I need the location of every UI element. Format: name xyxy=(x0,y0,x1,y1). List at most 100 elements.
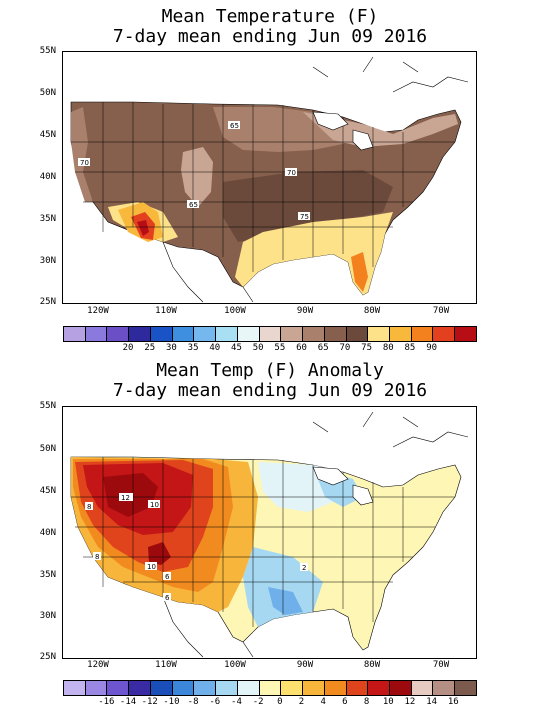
contour-labels: 12 10 8 8 10 6 6 2 xyxy=(85,493,308,602)
cool-zone-pacific xyxy=(71,107,93,202)
colorbar-label: 85 xyxy=(404,343,416,353)
colorbar-swatch xyxy=(194,681,217,695)
panel2-subtitle: 7-day mean ending Jun 09 2016 xyxy=(112,380,428,401)
colorbar-label: 80 xyxy=(382,343,394,353)
colorbar-label: -14 xyxy=(119,697,137,707)
panel2-lat-label: 55N xyxy=(39,401,56,411)
panel1-lat-label: 30N xyxy=(39,256,56,266)
colorbar-label: 60 xyxy=(296,343,307,353)
contour-label: 65 xyxy=(230,122,239,130)
colorbar-swatch xyxy=(259,681,282,695)
colorbar-swatch xyxy=(455,681,476,695)
panel1-lon-label: 80W xyxy=(363,306,381,316)
great-lakes xyxy=(312,466,374,506)
contour-label: 12 xyxy=(121,494,130,502)
colorbar-swatch xyxy=(64,681,86,695)
darkred-zone-desert xyxy=(137,220,149,236)
panel1-lon-label: 100W xyxy=(224,306,246,316)
contour-label: 6 xyxy=(165,573,170,581)
temperature-colorbar xyxy=(63,326,477,342)
colorbar-label: 75 xyxy=(361,343,372,353)
colorbar-label: 40 xyxy=(209,343,221,353)
anomaly-colorbar xyxy=(63,680,477,696)
panel1-lon-label: 90W xyxy=(296,306,314,316)
panel1-lon-label: 110W xyxy=(155,306,177,316)
coastline-canada xyxy=(312,411,469,448)
colorbar-label: -4 xyxy=(231,697,242,707)
colorbar-swatch xyxy=(172,327,195,341)
colorbar-swatch xyxy=(346,681,369,695)
coastline-mexico xyxy=(162,596,254,658)
panel2-lat-label: 30N xyxy=(39,611,56,621)
colorbar-label: 55 xyxy=(274,343,286,353)
colorbar-swatch xyxy=(455,327,476,341)
colorbar-swatch xyxy=(433,681,456,695)
colorbar-label: 45 xyxy=(231,343,242,353)
panel2-lon-label: 90W xyxy=(296,660,314,670)
panel1-lat-label: 50N xyxy=(39,88,56,98)
colorbar-label: -8 xyxy=(187,697,199,707)
colorbar-label: 50 xyxy=(252,343,264,353)
cool-zone-texas xyxy=(268,587,303,615)
colorbar-label: 6 xyxy=(342,697,348,707)
mean-temperature-map: 70 65 70 65 75 xyxy=(62,51,477,304)
colorbar-label: 30 xyxy=(165,343,177,353)
panel2-lon-label: 100W xyxy=(224,660,246,670)
panel1-subtitle: 7-day mean ending Jun 09 2016 xyxy=(112,26,428,47)
colorbar-swatch xyxy=(390,327,412,341)
colorbar-swatch xyxy=(150,327,173,341)
panel2-lon-label: 80W xyxy=(363,660,381,670)
colorbar-swatch xyxy=(281,681,304,695)
great-lakes xyxy=(312,111,374,151)
colorbar-label: 70 xyxy=(339,343,351,353)
colorbar-label: 16 xyxy=(447,697,459,707)
panel2-lon-label: 110W xyxy=(155,660,177,670)
contour-label: 65 xyxy=(189,201,198,209)
state-boundaries xyxy=(71,102,455,272)
colorbar-label: 8 xyxy=(363,697,370,707)
colorbar-swatch xyxy=(64,327,86,341)
mean-temperature-map-graphic: 70 65 70 65 75 xyxy=(70,56,469,303)
colorbar-swatch xyxy=(303,327,325,341)
colorbar-swatch xyxy=(172,681,195,695)
panel2-lon-label: 120W xyxy=(87,660,109,670)
yellow-zone-south xyxy=(235,212,393,295)
max-zone-utah xyxy=(148,542,171,565)
colorbar-swatch xyxy=(368,681,391,695)
colorbar-swatch xyxy=(433,327,456,341)
colorbar-swatch xyxy=(259,327,282,341)
panel1-lat-label: 55N xyxy=(39,46,56,56)
panel1-lon-label: 120W xyxy=(87,306,109,316)
colorbar-swatch xyxy=(390,681,412,695)
contour-label: 6 xyxy=(165,594,170,602)
coastline-canada xyxy=(312,56,469,93)
colorbar-swatch xyxy=(107,681,130,695)
panel2-title: Mean Temp (F) Anomaly xyxy=(156,360,384,381)
panel2-lat-label: 35N xyxy=(39,570,56,580)
contour-label: 8 xyxy=(87,503,91,511)
coastline-mexico xyxy=(162,241,254,303)
colorbar-label: 2 xyxy=(298,697,305,707)
colorbar-swatch xyxy=(346,327,369,341)
warm-zone-southcentral xyxy=(223,170,393,242)
colorbar-label: 20 xyxy=(122,343,134,353)
contour-label: 2 xyxy=(302,564,306,572)
contour-label: 8 xyxy=(95,553,99,561)
panel2-lat-label: 40N xyxy=(39,528,56,538)
colorbar-swatch xyxy=(237,327,260,341)
colorbar-swatch xyxy=(368,327,391,341)
panel1-title: Mean Temperature (F) xyxy=(161,6,379,27)
temperature-anomaly-map: 12 10 8 8 10 6 6 2 xyxy=(62,406,477,659)
panel1-lat-label: 35N xyxy=(39,214,56,224)
contour-label: 70 xyxy=(287,169,296,177)
colorbar-label: 65 xyxy=(317,343,329,353)
panel2-lat-label: 25N xyxy=(39,652,56,662)
contour-labels: 70 65 70 65 75 xyxy=(78,121,310,221)
panel1-lat-label: 45N xyxy=(39,130,56,140)
colorbar-swatch xyxy=(85,681,108,695)
temperature-anomaly-map-graphic: 12 10 8 8 10 6 6 2 xyxy=(70,411,469,658)
colorbar-label: 90 xyxy=(426,343,438,353)
colorbar-label: 10 xyxy=(382,697,394,707)
colorbar-swatch xyxy=(411,681,434,695)
colorbar-swatch xyxy=(281,327,304,341)
